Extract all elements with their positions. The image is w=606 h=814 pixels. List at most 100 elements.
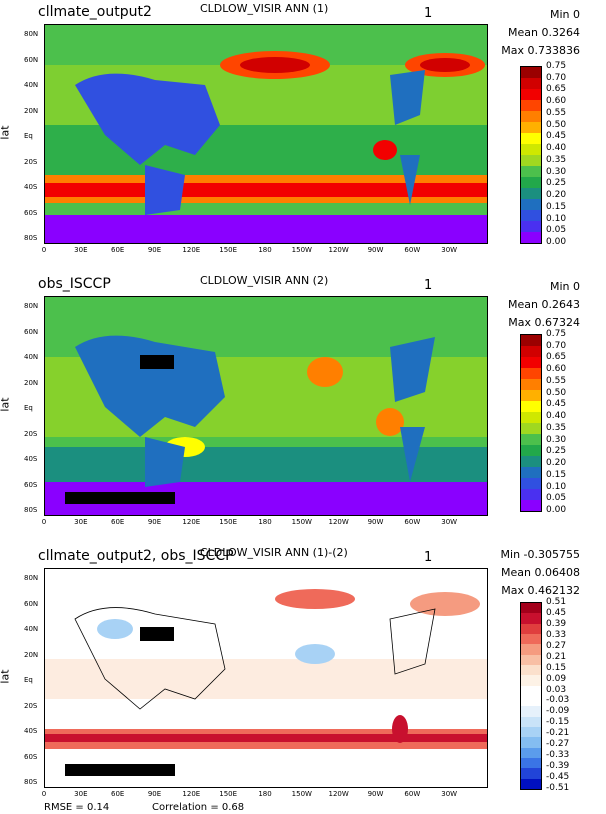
colorbar-segment bbox=[521, 177, 541, 188]
stat-mean: Mean 0.3264 bbox=[508, 26, 580, 39]
colorbar-segment bbox=[521, 67, 541, 78]
colorbar-segment bbox=[521, 644, 541, 655]
colorbar-segment bbox=[521, 685, 541, 696]
colorbar-segment bbox=[521, 100, 541, 111]
colorbar-segment bbox=[521, 478, 541, 489]
colorbar-segment bbox=[521, 368, 541, 379]
lon-tick: 180 bbox=[258, 518, 272, 526]
y-axis-label: lat bbox=[0, 397, 12, 412]
colorbar-segment bbox=[521, 144, 541, 155]
lon-tick: 90E bbox=[147, 246, 162, 254]
colorbar-label: 0.09 bbox=[546, 673, 567, 684]
colorbar-label: 0.15 bbox=[546, 201, 567, 212]
lat-tick: 60N bbox=[24, 599, 39, 608]
panel-diff: cllmate_output2, obs_ISCCP CLDLOW_VISIR … bbox=[0, 544, 606, 814]
lat-tick: 20S bbox=[24, 701, 38, 710]
colorbar-label: 0.70 bbox=[546, 340, 567, 351]
panel-number: 1 bbox=[424, 278, 433, 293]
correlation-text: Correlation = 0.68 bbox=[152, 802, 245, 813]
colorbar-segment bbox=[521, 675, 541, 686]
colorbar-segment bbox=[521, 500, 541, 511]
colorbar-label: 0.55 bbox=[546, 375, 567, 386]
colorbar-segment bbox=[521, 210, 541, 221]
lat-tick: 40S bbox=[24, 455, 38, 463]
colorbar-label: 0.60 bbox=[546, 96, 567, 107]
colorbar-label: 0.00 bbox=[546, 505, 567, 515]
stat-min: Min -0.305755 bbox=[500, 548, 580, 561]
colorbar-label: 0.21 bbox=[546, 651, 567, 662]
colorbar-label: -0.51 bbox=[546, 783, 570, 793]
map-svg bbox=[45, 25, 487, 243]
colorbar-label: 0.51 bbox=[546, 597, 567, 607]
panel-model: cllmate_output2 CLDLOW_VISIR ANN (1) 1 M… bbox=[0, 0, 606, 270]
colorbar-label: 0.30 bbox=[546, 166, 567, 177]
colorbar-segment bbox=[521, 757, 541, 769]
colorbar-label: 0.15 bbox=[546, 469, 567, 480]
colorbar-label: 0.05 bbox=[546, 225, 567, 236]
colorbar-segment bbox=[521, 423, 541, 434]
panel-title: CLDLOW_VISIR ANN (2) bbox=[200, 274, 329, 287]
colorbar-label: -0.45 bbox=[546, 772, 570, 783]
lon-tick: 150W bbox=[291, 518, 312, 526]
lon-tick: 120E bbox=[182, 790, 201, 798]
colorbar-segment bbox=[521, 199, 541, 210]
colorbar-segment bbox=[521, 623, 541, 634]
panel-number: 1 bbox=[424, 6, 433, 21]
colorbar-label: 0.00 bbox=[546, 237, 567, 247]
stat-min: Min 0 bbox=[549, 280, 580, 293]
lat-tick: 20S bbox=[24, 157, 38, 166]
colorbar-label: -0.15 bbox=[546, 717, 570, 728]
lon-tick: 30E bbox=[74, 246, 88, 254]
colorbar-label: 0.10 bbox=[546, 481, 567, 492]
lon-tick: 180 bbox=[258, 790, 272, 798]
lon-tick: 90E bbox=[147, 518, 162, 526]
colorbar-label: 0.65 bbox=[546, 84, 567, 95]
colorbar-segment bbox=[521, 467, 541, 478]
lon-tick: 0 bbox=[41, 518, 47, 526]
lat-tick: Eq bbox=[24, 132, 33, 140]
lat-tick: 20S bbox=[24, 429, 38, 438]
colorbar-label: 0.40 bbox=[546, 411, 567, 422]
lon-tick: 150W bbox=[291, 246, 312, 254]
lat-tick: 40N bbox=[24, 81, 39, 89]
lat-tick: 80S bbox=[24, 506, 38, 514]
lon-tick: 60E bbox=[110, 790, 125, 798]
map-plot bbox=[44, 296, 488, 516]
lat-tick: 80N bbox=[24, 30, 39, 38]
colorbar-segment bbox=[521, 664, 541, 676]
lon-tick: 0 bbox=[41, 246, 47, 254]
colorbar-segment bbox=[521, 489, 541, 500]
lon-tick: 30W bbox=[441, 246, 458, 254]
colorbar-label: 0.50 bbox=[546, 119, 567, 130]
lon-tick: 90E bbox=[147, 790, 162, 798]
colorbar-label: 0.05 bbox=[546, 493, 567, 504]
case-label: cllmate_output2, obs_ISCCP bbox=[38, 548, 234, 564]
colorbar-segment bbox=[521, 768, 541, 779]
colorbar bbox=[520, 602, 542, 790]
lon-tick: 60W bbox=[404, 518, 421, 526]
colorbar-label: 0.50 bbox=[546, 387, 567, 398]
colorbar-segment bbox=[521, 379, 541, 390]
colorbar-label: -0.33 bbox=[546, 750, 570, 761]
colorbar-segment bbox=[521, 654, 541, 665]
colorbar-label: 0.70 bbox=[546, 72, 567, 83]
colorbar-segment bbox=[521, 78, 541, 89]
colorbar-label: 0.65 bbox=[546, 352, 567, 363]
colorbar-label: 0.33 bbox=[546, 629, 567, 640]
colorbar-label: 0.39 bbox=[546, 618, 567, 629]
colorbar-label: 0.10 bbox=[546, 213, 567, 224]
colorbar-segment bbox=[521, 122, 541, 133]
colorbar-segment bbox=[521, 357, 541, 368]
colorbar-label: 0.45 bbox=[546, 399, 567, 410]
lat-tick: 60S bbox=[24, 208, 38, 217]
stat-max: Max 0.733836 bbox=[501, 44, 580, 57]
lon-tick: 150E bbox=[219, 790, 238, 798]
lon-tick: 30W bbox=[441, 790, 458, 798]
colorbar-segment bbox=[521, 390, 541, 401]
colorbar-segment bbox=[521, 613, 541, 624]
colorbar-label: 0.75 bbox=[546, 329, 567, 339]
lon-tick: 90W bbox=[367, 790, 384, 798]
lat-tick: 60S bbox=[24, 480, 38, 489]
map-svg bbox=[45, 569, 487, 787]
colorbar-segment bbox=[521, 747, 541, 758]
